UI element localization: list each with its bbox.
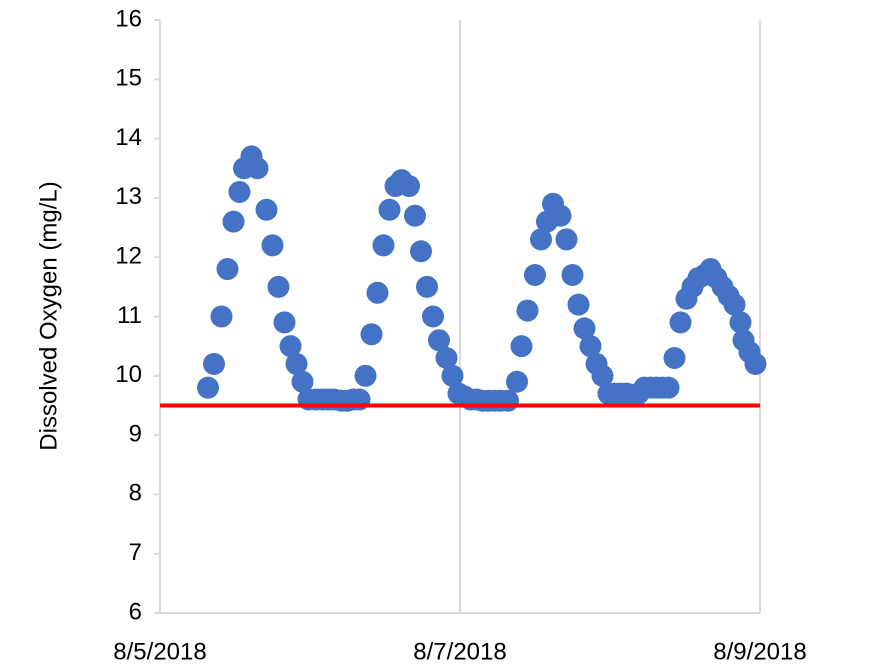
data-point — [729, 311, 752, 334]
data-point — [573, 317, 596, 340]
data-point — [354, 364, 377, 387]
y-tick-label: 16 — [115, 5, 142, 32]
data-point — [378, 198, 401, 221]
y-axis-label: Dissolved Oxygen (mg/L) — [35, 181, 62, 450]
data-point — [497, 389, 519, 412]
data-point — [372, 234, 395, 257]
y-tick-label: 14 — [115, 124, 142, 151]
data-point — [255, 198, 278, 221]
data-point — [285, 352, 308, 375]
data-point — [744, 352, 767, 375]
data-point — [555, 228, 578, 251]
data-point — [510, 335, 533, 358]
y-tick-label: 11 — [117, 302, 142, 329]
x-tick-label: 8/7/2018 — [413, 638, 506, 665]
data-point — [291, 370, 314, 393]
data-point — [530, 228, 552, 251]
data-point — [663, 347, 686, 370]
data-point — [404, 204, 426, 227]
data-point — [579, 335, 602, 358]
data-point — [416, 275, 438, 298]
y-tick-label: 9 — [129, 420, 142, 447]
data-point — [591, 364, 614, 387]
data-point — [273, 311, 296, 334]
data-point — [203, 352, 225, 375]
y-tick-label: 15 — [115, 65, 142, 92]
data-point — [398, 175, 420, 198]
data-point — [441, 364, 464, 387]
data-point — [435, 347, 458, 370]
data-point — [197, 376, 219, 399]
data-point — [669, 311, 692, 334]
data-point — [723, 293, 746, 316]
data-point — [410, 240, 432, 263]
x-tick-label: 8/5/2018 — [113, 638, 206, 665]
data-point — [261, 234, 284, 257]
y-tick-label: 13 — [115, 183, 142, 210]
data-point — [366, 281, 389, 304]
data-point — [267, 275, 290, 298]
data-point — [428, 329, 450, 352]
data-point — [567, 293, 590, 316]
data-point — [228, 180, 251, 203]
x-tick-label: 8/9/2018 — [713, 638, 806, 665]
data-point — [216, 258, 239, 281]
data-point — [524, 263, 546, 286]
y-tick-label: 7 — [129, 539, 142, 566]
data-point — [506, 370, 528, 393]
data-point — [246, 157, 269, 180]
data-point — [222, 210, 245, 233]
data-point — [657, 376, 680, 399]
y-tick-label: 12 — [115, 243, 142, 270]
data-point — [561, 263, 584, 286]
data-point — [549, 204, 572, 227]
data-point — [210, 305, 233, 328]
y-tick-label: 8 — [129, 480, 142, 507]
y-tick-label: 6 — [129, 598, 142, 625]
data-point — [516, 299, 539, 322]
data-point — [279, 335, 302, 358]
data-point — [360, 323, 383, 346]
data-point — [422, 305, 444, 328]
y-tick-label: 10 — [115, 361, 142, 388]
